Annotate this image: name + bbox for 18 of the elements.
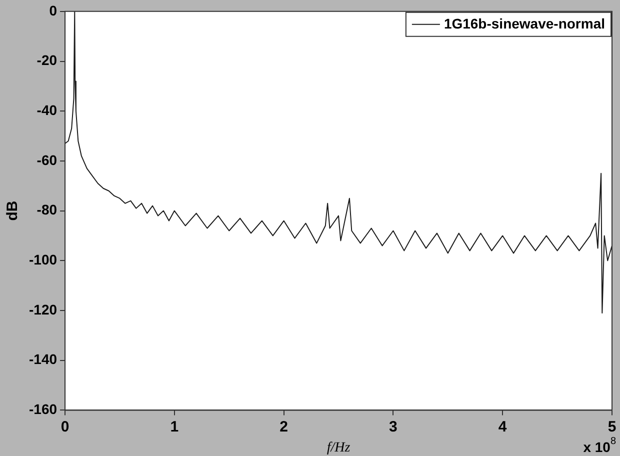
y-tick-label: -140 — [28, 351, 58, 368]
legend-label: 1G16b-sinewave-normal — [444, 15, 605, 32]
y-tick-label: -60 — [36, 152, 58, 168]
x-tick-label: 2 — [280, 418, 288, 436]
x-tick-label: 4 — [498, 418, 508, 436]
y-tick-label: -40 — [36, 102, 58, 118]
x-tick-label: 1 — [170, 418, 179, 436]
x-tick-label: 3 — [389, 418, 398, 436]
y-tick-label: 0 — [49, 2, 58, 18]
x-axis-title: f/Hz — [326, 440, 351, 456]
y-tick-label: -80 — [36, 202, 58, 218]
y-tick-label: -120 — [28, 301, 58, 318]
y-tick-label: -20 — [36, 52, 58, 68]
x-tick-label: 0 — [60, 418, 70, 436]
y-axis-title: dB — [4, 200, 22, 221]
x-tick-label: 5 — [608, 418, 616, 436]
y-tick-label: -100 — [28, 252, 58, 268]
y-tick-label: -160 — [28, 401, 58, 418]
